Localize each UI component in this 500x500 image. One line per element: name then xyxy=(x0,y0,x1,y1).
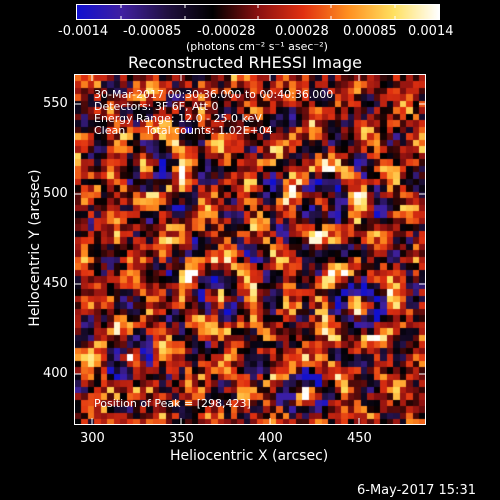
plot-area xyxy=(74,74,426,425)
clean-label: Clean xyxy=(94,124,126,137)
colorbar-tick-label: -0.00028 xyxy=(197,24,256,39)
colorbar-tick-label: 0.00028 xyxy=(275,24,329,39)
x-tick-label: 400 xyxy=(258,431,283,446)
x-axis-title: Heliocentric X (arcsec) xyxy=(170,448,329,464)
colorbar-tick-label: 0.0014 xyxy=(408,24,454,39)
colorbar-tick-label: 0.00085 xyxy=(343,24,397,39)
colorbar-units: (photons cm⁻² s⁻¹ asec⁻²) xyxy=(186,40,328,53)
peak-position-label: Position of Peak = [298,423] xyxy=(94,397,251,410)
x-tick-label: 300 xyxy=(80,431,105,446)
y-tick-label: 550 xyxy=(43,96,68,111)
color-scale-ticks xyxy=(120,4,396,20)
reconstructed-image-heatmap xyxy=(75,75,425,424)
total-counts-label: Total counts: 1.02E+04 xyxy=(145,124,273,137)
energy-range-label: Energy Range: 12.0 - 25.0 keV xyxy=(94,112,262,125)
y-tick-label: 400 xyxy=(43,366,68,381)
y-tick-label: 500 xyxy=(43,186,68,201)
plot-title: Reconstructed RHESSI Image xyxy=(128,53,362,72)
y-axis-title: Heliocentric Y (arcsec) xyxy=(27,169,43,327)
date-range-label: 30-Mar-2017 00:30:36.000 to 00:40:36.000 xyxy=(94,88,334,101)
detectors-label: Detectors: 3F 6F, Att 0 xyxy=(94,100,219,113)
colorbar-tick-label: -0.00085 xyxy=(123,24,182,39)
x-tick-label: 450 xyxy=(347,431,372,446)
colorbar-tick-label: -0.0014 xyxy=(58,24,109,39)
render-timestamp: 6-May-2017 15:31 xyxy=(357,483,476,498)
x-tick-label: 350 xyxy=(169,431,194,446)
y-tick-label: 450 xyxy=(43,276,68,291)
